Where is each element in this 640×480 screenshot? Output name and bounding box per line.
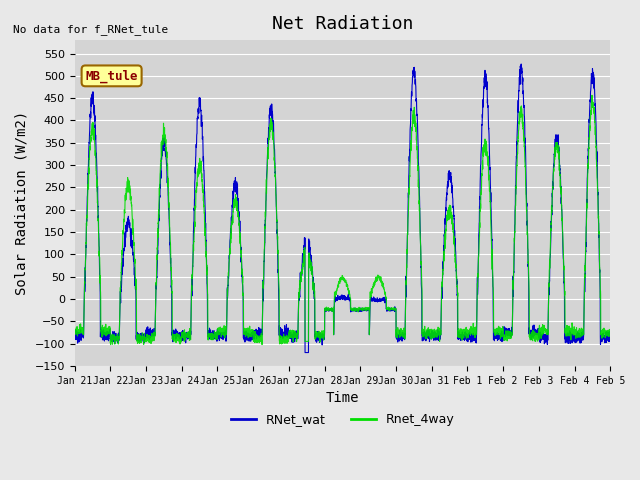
- RNet_wat: [395, 334, 403, 339]
- RNet_wat: [556, 163, 564, 168]
- Rnet_4way: [186, 334, 193, 340]
- Rnet_4way: [395, 328, 403, 334]
- Rnet_4way: [221, 330, 228, 336]
- Legend: RNet_wat, Rnet_4way: RNet_wat, Rnet_4way: [226, 408, 460, 432]
- Rnet_4way: [607, 327, 614, 333]
- Rnet_4way: [404, 215, 412, 220]
- X-axis label: Time: Time: [326, 391, 359, 405]
- Rnet_4way: [556, 161, 563, 167]
- Text: No data for f_RNet_tule: No data for f_RNet_tule: [13, 24, 168, 35]
- RNet_wat: [607, 336, 614, 342]
- RNet_wat: [517, 61, 525, 67]
- RNet_wat: [404, 207, 412, 213]
- RNet_wat: [301, 349, 309, 355]
- RNet_wat: [186, 333, 193, 339]
- RNet_wat: [71, 332, 79, 338]
- Line: RNet_wat: RNet_wat: [75, 64, 611, 352]
- Rnet_4way: [107, 342, 115, 348]
- Rnet_4way: [588, 92, 596, 98]
- Title: Net Radiation: Net Radiation: [272, 15, 413, 33]
- Line: Rnet_4way: Rnet_4way: [75, 95, 611, 345]
- RNet_wat: [220, 329, 228, 335]
- Text: MB_tule: MB_tule: [85, 69, 138, 83]
- RNet_wat: [606, 335, 614, 341]
- Rnet_4way: [606, 334, 614, 340]
- Rnet_4way: [71, 330, 79, 336]
- Y-axis label: Solar Radiation (W/m2): Solar Radiation (W/m2): [15, 111, 29, 295]
